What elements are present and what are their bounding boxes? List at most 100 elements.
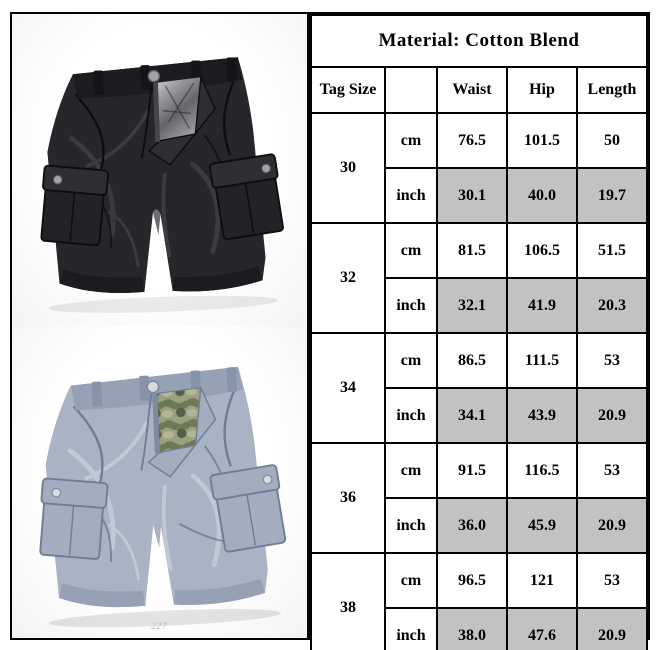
material-header: Material: Cotton Blend	[309, 14, 649, 68]
pocket-button-left	[53, 174, 63, 185]
column-header-row: Tag Size Waist Hip Length	[309, 66, 649, 114]
waist-inch-cell: 34.1	[435, 387, 508, 444]
photo-shadow	[49, 295, 279, 313]
unit-cell-inch: inch	[383, 387, 438, 444]
pocket-button-right	[263, 474, 273, 485]
col-header-unit	[383, 66, 438, 114]
tag-size-cell: 30	[309, 112, 386, 224]
hip-cm-cell: 121	[505, 552, 578, 609]
length-cm-cell: 53	[575, 332, 649, 389]
length-inch-cell: 20.9	[575, 497, 649, 554]
unit-cell-cm: cm	[383, 112, 438, 169]
front-pocket-seams	[73, 383, 239, 484]
length-inch-cell: 19.7	[575, 167, 649, 224]
cargo-pocket-right	[210, 464, 287, 553]
unit-cell-cm: cm	[383, 442, 438, 499]
fly-lining	[158, 77, 202, 141]
col-header-hip: Hip	[505, 66, 578, 114]
belt-loops	[92, 367, 238, 407]
unit-cell-cm: cm	[383, 332, 438, 389]
unit-cell-cm: cm	[383, 222, 438, 279]
unit-cell-inch: inch	[383, 607, 438, 650]
tag-size-cell: 34	[309, 332, 386, 444]
unit-cell-inch: inch	[383, 497, 438, 554]
product-photo-blue-shorts: 227	[12, 326, 307, 638]
unit-cell-inch: inch	[383, 277, 438, 334]
unit-cell-inch: inch	[383, 167, 438, 224]
lining-folds	[162, 82, 195, 129]
table-row-38-inch: inch 38.0 47.6 20.9	[311, 607, 649, 650]
placket-seam	[140, 393, 153, 471]
waist-cm-cell: 76.5	[435, 112, 508, 169]
black-cargo-shorts-image	[40, 57, 285, 313]
col-header-tag-size: Tag Size	[309, 66, 386, 114]
leg-hems	[59, 266, 264, 293]
col-header-length: Length	[575, 66, 649, 114]
placket-seam	[141, 82, 154, 159]
size-chart-panel: Material: Cotton Blend Tag Size Waist Hi…	[309, 14, 649, 650]
table-row-32-cm: 32 cm 81.5 106.5 51.5	[309, 222, 649, 334]
fly-fold-flap	[148, 74, 217, 166]
table-row-36-inch: inch 36.0 45.9 20.9	[311, 497, 649, 554]
hip-cm-cell: 111.5	[505, 332, 578, 389]
table-row-32-inch: inch 32.1 41.9 20.3	[311, 277, 649, 334]
photo-shadow	[49, 609, 282, 628]
tag-size-cell: 36	[309, 442, 386, 554]
front-pocket-seams	[75, 73, 239, 172]
waist-cm-cell: 91.5	[435, 442, 508, 499]
waist-button	[147, 69, 161, 83]
hip-cm-cell: 106.5	[505, 222, 578, 279]
hip-inch-cell: 45.9	[505, 497, 578, 554]
waist-inch-cell: 30.1	[435, 167, 508, 224]
unit-cell-cm: cm	[383, 552, 438, 609]
table-row-38-cm: 38 cm 96.5 121 53	[309, 552, 649, 650]
table-row-34-cm: 34 cm 86.5 111.5 53	[309, 332, 649, 444]
waist-cm-cell: 86.5	[435, 332, 508, 389]
photo-watermark: 227	[151, 621, 168, 631]
table-row-34-inch: inch 34.1 43.9 20.9	[311, 387, 649, 444]
waist-cm-cell: 81.5	[435, 222, 508, 279]
tag-size-cell: 38	[309, 552, 386, 650]
pocket-button-right	[261, 163, 272, 174]
crotch-seam	[153, 522, 162, 548]
tag-size-cell: 32	[309, 222, 386, 334]
cargo-pocket-right	[209, 153, 285, 241]
blue-cargo-shorts-image	[39, 366, 287, 628]
zipper	[152, 393, 161, 454]
table-row-30-inch: inch 30.1 40.0 19.7	[311, 167, 649, 224]
length-inch-cell: 20.3	[575, 277, 649, 334]
material-row: Material: Cotton Blend	[309, 14, 649, 68]
waist-button	[146, 380, 160, 394]
leg-hems	[59, 578, 266, 608]
fly-fold-flap	[147, 384, 217, 478]
cargo-pocket-left	[39, 477, 109, 560]
hip-inch-cell: 47.6	[505, 607, 578, 650]
col-header-waist: Waist	[435, 66, 508, 114]
product-photo-column: 227	[12, 14, 310, 638]
waist-cm-cell: 96.5	[435, 552, 508, 609]
product-photo-black-shorts	[12, 14, 307, 326]
hip-inch-cell: 43.9	[505, 387, 578, 444]
size-table-body: 30 cm 76.5 101.5 50 inch 30.1 40.0 19.7	[309, 112, 649, 650]
shorts-body	[47, 57, 267, 293]
length-cm-cell: 51.5	[575, 222, 649, 279]
waist-inch-cell: 32.1	[435, 277, 508, 334]
size-chart-table: Material: Cotton Blend Tag Size Waist Hi…	[309, 14, 649, 650]
content-frame: 227 Material: Cotton Blend Tag Size Wais…	[10, 12, 650, 650]
cargo-pocket-left	[40, 164, 110, 247]
hip-inch-cell: 40.0	[505, 167, 578, 224]
length-cm-cell: 53	[575, 442, 649, 499]
waist-inch-cell: 36.0	[435, 497, 508, 554]
length-inch-cell: 20.9	[575, 387, 649, 444]
hip-cm-cell: 101.5	[505, 112, 578, 169]
length-cm-cell: 53	[575, 552, 649, 609]
table-row-36-cm: 36 cm 91.5 116.5 53	[309, 442, 649, 554]
length-inch-cell: 20.9	[575, 607, 649, 650]
table-row-30-cm: 30 cm 76.5 101.5 50	[309, 112, 649, 224]
hip-cm-cell: 116.5	[505, 442, 578, 499]
length-cm-cell: 50	[575, 112, 649, 169]
waist-inch-cell: 38.0	[435, 607, 508, 650]
hip-inch-cell: 41.9	[505, 277, 578, 334]
shorts-body	[46, 366, 269, 608]
